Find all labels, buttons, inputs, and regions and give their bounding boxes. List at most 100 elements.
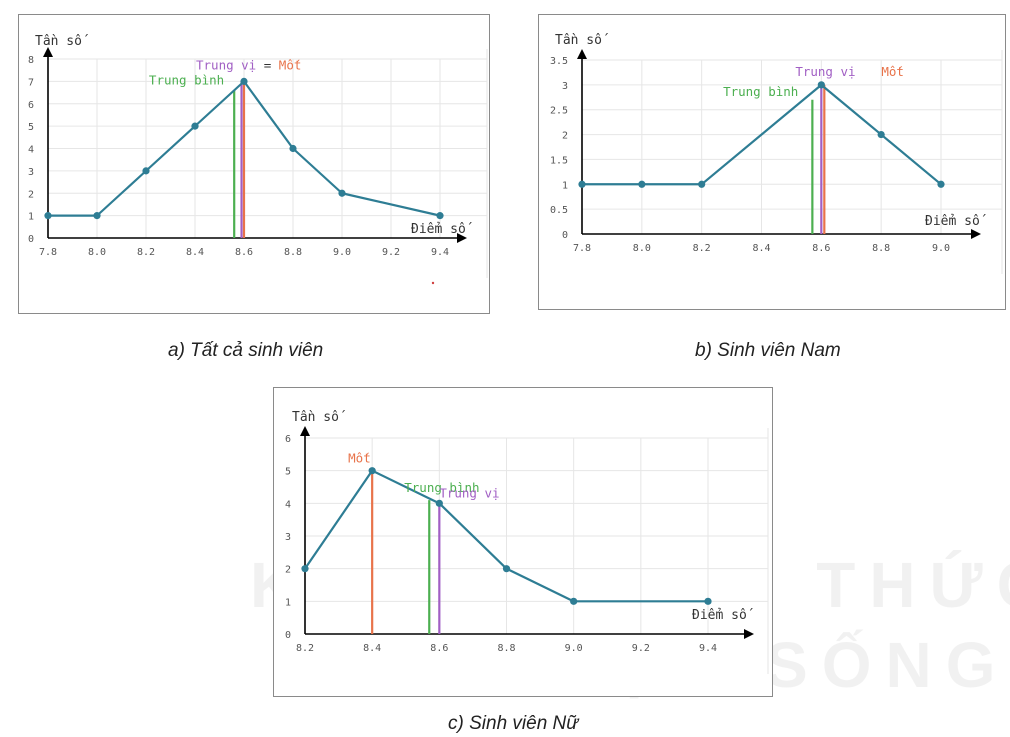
x-axis-label: Điểm số <box>692 608 754 623</box>
x-tick-label: 9.4 <box>699 643 717 654</box>
x-tick-label: 9.0 <box>333 247 351 258</box>
series-line <box>304 469 708 603</box>
y-tick-label: 5 <box>285 467 291 478</box>
y-tick-label: 2 <box>285 565 291 576</box>
data-point <box>704 597 712 605</box>
chart-b: 7.8 8.0 8.2 8.4 8.6 8.8 9.0 0 0.5 1 1.5 2 2.5 3 3.5 Tần… <box>550 33 1003 274</box>
x-tick-label: 8.2 <box>137 247 155 258</box>
data-point <box>142 167 150 175</box>
y-tick-label: 6 <box>285 434 291 445</box>
data-point <box>578 180 586 188</box>
stray-dot <box>431 281 435 285</box>
data-point <box>93 212 101 220</box>
data-point <box>191 122 199 130</box>
median-mode-label: Trung vị = Mốt <box>196 57 301 72</box>
x-tick-label: 8.8 <box>872 243 890 254</box>
y-tick-label: 4 <box>28 145 34 156</box>
y-axis-label: Tần số <box>35 34 89 49</box>
data-point <box>502 565 511 573</box>
x-tick-label: 9.0 <box>932 243 950 254</box>
x-tick-label: 7.8 <box>39 247 57 258</box>
y-tick-label: 0 <box>28 234 34 245</box>
data-point <box>570 597 578 605</box>
x-tick-label: 7.8 <box>573 243 591 254</box>
x-tick-label: 8.6 <box>812 243 830 254</box>
mean-label: Trung bình <box>723 84 798 99</box>
y-axis-arrow <box>43 47 53 57</box>
x-axis-arrow <box>971 229 981 239</box>
x-tick-label: 9.0 <box>565 643 583 654</box>
x-tick-label: 8.8 <box>284 247 302 258</box>
data-point <box>698 180 706 188</box>
y-tick-label: 0 <box>285 630 291 641</box>
y-tick-label: 1 <box>28 212 34 223</box>
y-tick-label: 8 <box>28 55 34 66</box>
y-tick-label: 0 <box>562 230 568 241</box>
y-tick-label: 5 <box>28 122 34 133</box>
chart-panel-a: 7.8 8.0 8.2 8.4 8.6 8.8 9.0 9.2 9.4 0 1 2 3 4 5 6 7 8 Tần … <box>18 14 490 314</box>
median-label: Trung vị <box>795 64 855 79</box>
y-tick-label: 7 <box>28 77 34 88</box>
x-tick-label: 8.2 <box>693 243 711 254</box>
y-tick-label: 2 <box>28 189 34 200</box>
series-line <box>582 83 942 186</box>
chart-panel-b: 7.8 8.0 8.2 8.4 8.6 8.8 9.0 0 0.5 1 1.5 2 2.5 3 3.5 Tần… <box>538 14 1006 310</box>
y-tick-label: 3.5 <box>550 56 568 67</box>
x-tick-label: 8.4 <box>363 643 381 654</box>
x-axis-label: Điểm số <box>411 222 473 237</box>
data-point <box>638 180 646 188</box>
x-axis-label: Điểm số <box>925 214 987 229</box>
y-axis-label: Tần số <box>555 33 609 48</box>
y-tick-label: 4 <box>285 499 291 510</box>
data-point <box>817 81 825 89</box>
x-tick-label: 8.6 <box>430 643 448 654</box>
x-tick-label: 8.0 <box>633 243 651 254</box>
y-tick-label: 2 <box>562 131 568 142</box>
data-point <box>301 565 309 573</box>
y-tick-label: 2.5 <box>550 106 568 117</box>
x-tick-label: 8.6 <box>235 247 253 258</box>
median-label: Trung vị <box>439 485 499 500</box>
mean-label: Trung bình <box>149 72 224 87</box>
mode-label: Mốt <box>881 64 904 79</box>
y-axis-arrow <box>300 426 310 436</box>
data-point <box>368 467 376 475</box>
data-point <box>44 212 52 220</box>
caption-a: a) Tất cả sinh viên <box>168 340 324 361</box>
x-tick-label: 9.2 <box>632 643 650 654</box>
chart-panel-c: 8.2 8.4 8.6 8.8 9.0 9.2 9.4 0 1 2 3 4 5 6 Tần số Điểm s… <box>273 387 773 697</box>
x-tick-label: 9.2 <box>382 247 400 258</box>
x-tick-label: 8.2 <box>296 643 314 654</box>
mode-label: Mốt <box>348 451 371 466</box>
y-tick-label: 0.5 <box>550 205 568 216</box>
data-point <box>937 180 945 188</box>
y-tick-label: 3 <box>28 167 34 178</box>
mean-label: Trung bình <box>404 480 479 495</box>
x-tick-label: 9.4 <box>431 247 449 258</box>
x-axis-arrow <box>744 629 754 639</box>
x-tick-label: 8.8 <box>497 643 515 654</box>
data-point <box>877 130 885 139</box>
y-tick-label: 3 <box>285 532 291 543</box>
data-point <box>435 499 443 507</box>
data-point <box>289 144 297 153</box>
x-axis-arrow <box>457 233 467 243</box>
data-point <box>338 189 346 197</box>
y-tick-label: 1 <box>285 597 291 608</box>
y-tick-label: 1.5 <box>550 155 568 166</box>
data-point <box>240 77 248 85</box>
series-line <box>48 80 441 217</box>
y-axis-arrow <box>577 49 587 59</box>
data-point <box>436 212 444 220</box>
y-tick-label: 3 <box>562 81 568 92</box>
y-axis-label: Tần số <box>292 410 346 425</box>
x-tick-label: 8.4 <box>752 243 770 254</box>
y-tick-label: 1 <box>562 180 568 191</box>
caption-b: b) Sinh viên Nam <box>695 340 841 361</box>
y-tick-label: 6 <box>28 100 34 111</box>
chart-a: 7.8 8.0 8.2 8.4 8.6 8.8 9.0 9.2 9.4 0 1 2 3 4 5 6 7 8Tần … <box>28 34 488 285</box>
caption-c: c) Sinh viên Nữ <box>448 713 579 734</box>
x-tick-label: 8.0 <box>88 247 106 258</box>
x-tick-label: 8.4 <box>186 247 204 258</box>
